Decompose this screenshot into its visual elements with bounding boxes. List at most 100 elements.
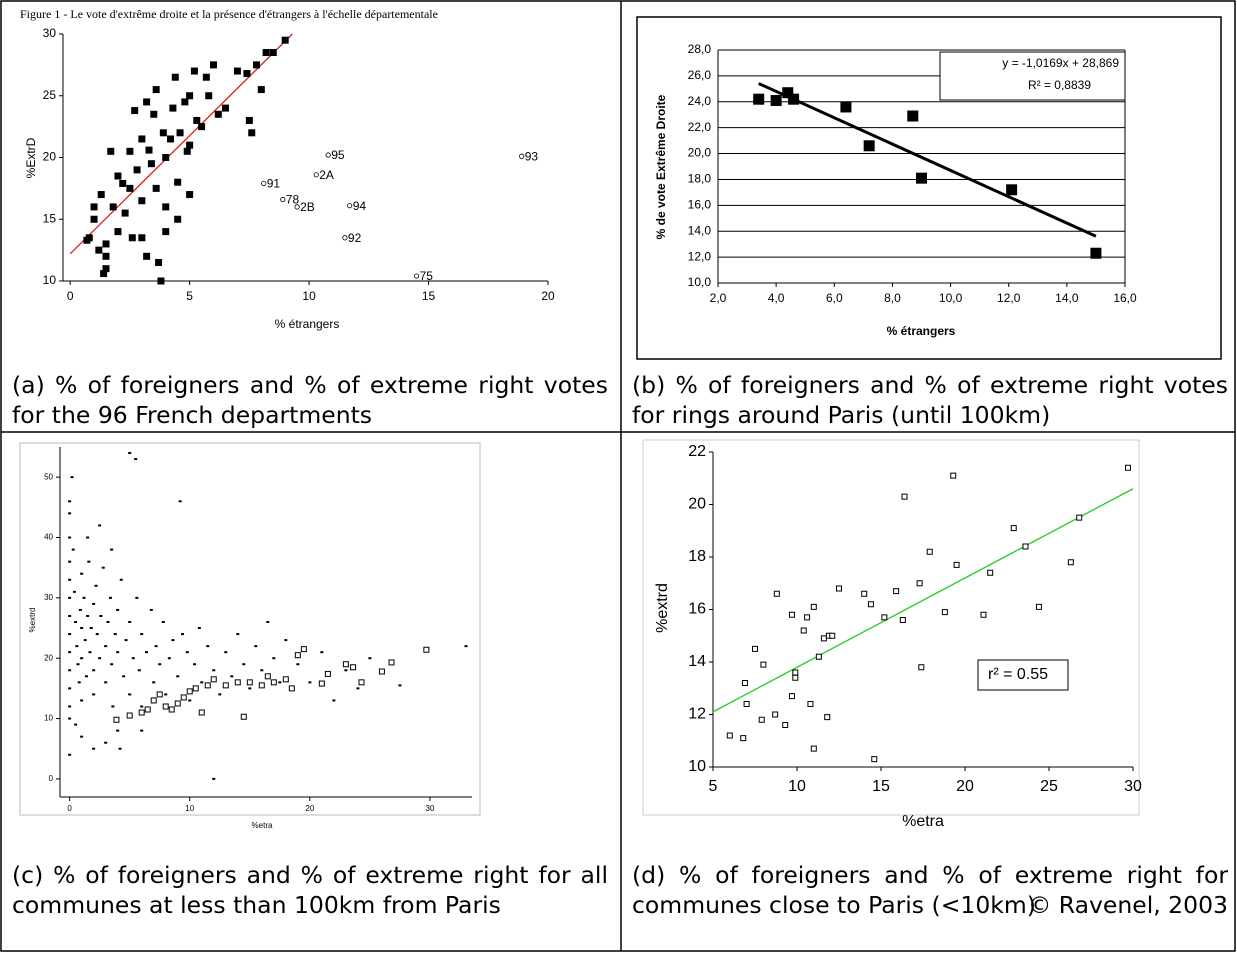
point [156,691,163,698]
point [98,524,102,527]
y-axis-label: %ExtrD [24,137,38,178]
point-label: 78 [286,193,300,207]
point [119,179,127,187]
point [121,209,129,217]
x-tick-label: 12,0 [997,291,1021,305]
point [104,741,108,744]
point [836,585,842,592]
point [186,191,194,199]
x-tick-label: 0 [67,804,72,813]
point [193,116,201,124]
y-tick-label: 20 [43,150,57,164]
point [815,653,822,660]
point [788,693,795,700]
point [171,73,179,81]
point [788,611,795,618]
point [128,693,132,696]
point [176,675,180,678]
point [810,603,817,610]
point [135,596,139,599]
y-tick-label: 0 [49,774,54,783]
point [899,617,906,623]
point [246,679,253,686]
point [257,86,265,94]
y-tick-label: 18,0 [688,172,712,186]
point [188,699,192,702]
point [324,670,331,677]
y-tick-label: 18 [688,548,706,565]
point [145,146,153,154]
point [980,611,987,618]
y-tick-label: 30 [44,593,53,602]
point [1090,247,1102,259]
point [356,687,360,690]
point [197,627,201,630]
chart-frame [19,442,481,816]
point [280,196,286,203]
point [68,512,72,515]
point [1124,464,1131,471]
point [137,669,141,672]
point [181,633,185,636]
point [350,664,357,671]
point [192,685,199,692]
point [230,675,234,678]
point [1006,184,1018,196]
point [288,685,295,692]
point [807,701,814,707]
point [214,110,222,118]
point [270,679,277,686]
point [770,94,782,106]
point [174,215,182,223]
point [907,110,919,122]
equation: y = -1,0169x + 28,869 [1002,56,1119,70]
point-label: 75 [420,269,434,283]
point [281,36,289,44]
point [134,458,138,461]
point [82,596,86,599]
x-axis-label: % étrangers [887,324,956,338]
point [68,500,72,503]
point [162,703,169,710]
point [752,645,758,652]
point [111,705,115,708]
point [74,621,78,623]
point [881,614,888,621]
caption: (b) % of foreigners and % of extreme rig… [632,371,1228,429]
point [867,601,874,608]
point [198,123,206,131]
x-tick-label: 15 [872,778,890,795]
point [743,701,750,707]
point [113,633,117,636]
y-tick-label: 40 [44,533,53,542]
point [820,635,827,642]
point [116,651,120,654]
point [753,93,765,105]
point [224,651,228,654]
point [222,682,229,689]
r-squared: r² = 0.55 [988,666,1048,683]
point [143,98,151,106]
point [150,697,157,704]
point [1010,525,1017,532]
point [74,723,78,726]
point [193,663,197,666]
point [164,693,168,696]
point [68,614,72,617]
point [68,687,72,690]
caption: (c) % of foreigners and % of extreme rig… [12,861,608,919]
point [423,646,430,653]
point [140,633,144,636]
y-tick-label: 14,0 [688,223,712,237]
point [104,681,108,684]
x-tick-label: 5 [709,778,718,795]
point [253,61,261,69]
point [100,270,108,278]
x-axis-label: %etra [252,821,273,830]
point [726,732,733,739]
y-axis-label: %extrd [28,608,37,633]
point [782,87,794,99]
point [760,661,767,668]
point [68,560,72,563]
point [107,147,115,155]
